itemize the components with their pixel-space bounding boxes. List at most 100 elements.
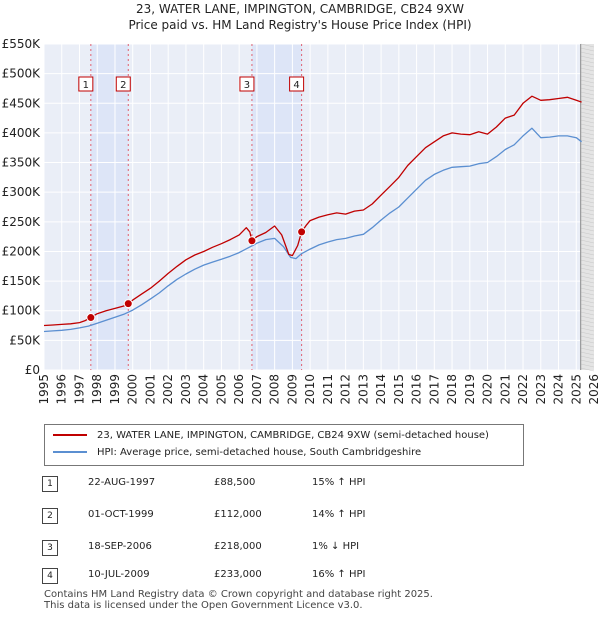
sale-2-marker: [123, 299, 133, 309]
future-hatch: [580, 143, 595, 148]
row-price: £233,000: [214, 569, 262, 580]
future-hatch: [580, 315, 595, 320]
future-hatch: [580, 215, 595, 220]
x-tick-label: 1995: [37, 374, 51, 405]
x-tick-label: 2010: [303, 374, 317, 405]
row-date: 10-JUL-2009: [88, 569, 150, 580]
future-hatch: [580, 103, 595, 108]
x-tick-label: 2022: [516, 374, 530, 405]
future-hatch: [580, 323, 595, 328]
legend-swatch-hpi: [53, 451, 87, 453]
future-hatch: [580, 191, 595, 196]
future-hatch: [580, 163, 595, 168]
future-hatch: [580, 227, 595, 232]
footer-copyright: Contains HM Land Registry data © Crown c…: [44, 589, 433, 600]
row-hpi: 16% ↑ HPI: [312, 569, 366, 580]
x-tick-label: 2017: [427, 374, 441, 405]
x-tick-label: 2006: [232, 374, 246, 405]
x-tick-label: 2021: [498, 374, 512, 405]
row-number-badge: 4: [42, 568, 58, 584]
future-hatch: [580, 131, 595, 136]
future-hatch: [580, 231, 595, 236]
future-hatch: [580, 299, 595, 304]
y-tick-label: £250K: [2, 215, 42, 229]
y-tick-label: £500K: [2, 67, 42, 81]
future-hatch: [580, 87, 595, 92]
y-tick-label: £50K: [9, 333, 41, 347]
future-hatch: [580, 99, 595, 104]
x-tick-label: 1999: [108, 374, 122, 405]
future-hatch: [580, 159, 595, 164]
x-tick-label: 2026: [587, 374, 600, 405]
future-hatch: [580, 167, 595, 172]
future-hatch: [580, 211, 595, 216]
x-tick-label: 2020: [481, 374, 495, 405]
future-hatch: [580, 83, 595, 88]
y-tick-label: £200K: [2, 244, 42, 258]
future-hatch: [580, 179, 595, 184]
sale-4-label: 4: [293, 80, 299, 91]
future-hatch: [580, 263, 595, 268]
sale-2-box: [115, 76, 131, 92]
legend-label-hpi: HPI: Average price, semi-detached house,…: [97, 447, 422, 458]
y-tick-label: £150K: [2, 274, 42, 288]
future-hatch: [580, 183, 595, 188]
legend-item-property: 23, WATER LANE, IMPINGTON, CAMBRIDGE, CB…: [53, 428, 489, 444]
future-hatch: [580, 59, 595, 64]
y-tick-label: £300K: [2, 185, 42, 199]
future-hatch: [580, 303, 595, 308]
x-tick-label: 1996: [55, 374, 69, 405]
future-hatch: [580, 127, 595, 132]
future-hatch: [580, 223, 595, 228]
future-hatch: [580, 295, 595, 300]
chart-subtitle: Price paid vs. HM Land Registry's House …: [128, 18, 472, 32]
sale-3-box: [239, 76, 255, 92]
future-hatch: [580, 187, 595, 192]
future-hatch: [580, 243, 595, 248]
future-hatch: [580, 135, 595, 140]
future-hatch: [580, 255, 595, 260]
y-tick-label: £0: [25, 363, 40, 377]
x-tick-label: 2007: [250, 374, 264, 405]
row-date: 01-OCT-1999: [88, 509, 154, 520]
future-hatch: [580, 79, 595, 84]
footer-licence: This data is licensed under the Open Gov…: [44, 600, 363, 611]
future-hatch: [580, 119, 595, 124]
future-hatch: [580, 147, 595, 152]
future-hatch: [580, 307, 595, 312]
legend-label-property: 23, WATER LANE, IMPINGTON, CAMBRIDGE, CB…: [97, 430, 489, 441]
x-tick-label: 2016: [410, 374, 424, 405]
y-tick-label: £400K: [2, 126, 42, 140]
y-tick-label: £550K: [2, 37, 42, 51]
future-hatch: [580, 95, 595, 100]
future-hatch: [580, 43, 595, 48]
row-price: £112,000: [214, 509, 262, 520]
sale-4-marker: [297, 227, 307, 237]
future-hatch: [580, 335, 595, 340]
x-tick-label: 2024: [552, 374, 566, 405]
future-hatch: [580, 55, 595, 60]
future-hatch: [580, 271, 595, 276]
row-number-badge: 2: [42, 508, 58, 524]
future-hatch: [580, 355, 595, 360]
row-hpi: 1% ↓ HPI: [312, 541, 360, 552]
row-date: 22-AUG-1997: [88, 477, 156, 488]
future-hatch: [580, 251, 595, 256]
row-price: £88,500: [214, 477, 256, 488]
future-hatch: [580, 247, 595, 252]
future-hatch: [580, 75, 595, 80]
x-tick-label: 1997: [72, 374, 86, 405]
future-hatch: [580, 207, 595, 212]
x-tick-label: 2008: [268, 374, 282, 405]
x-tick-label: 2003: [179, 374, 193, 405]
future-hatch: [580, 91, 595, 96]
future-hatch: [580, 199, 595, 204]
x-tick-label: 2002: [161, 374, 175, 405]
future-hatch: [580, 339, 595, 344]
x-tick-label: 2009: [285, 374, 299, 405]
legend: 23, WATER LANE, IMPINGTON, CAMBRIDGE, CB…: [44, 424, 524, 466]
future-hatch: [580, 51, 595, 56]
future-hatch: [580, 67, 595, 72]
future-hatch: [580, 331, 595, 336]
x-tick-label: 2018: [445, 374, 459, 405]
